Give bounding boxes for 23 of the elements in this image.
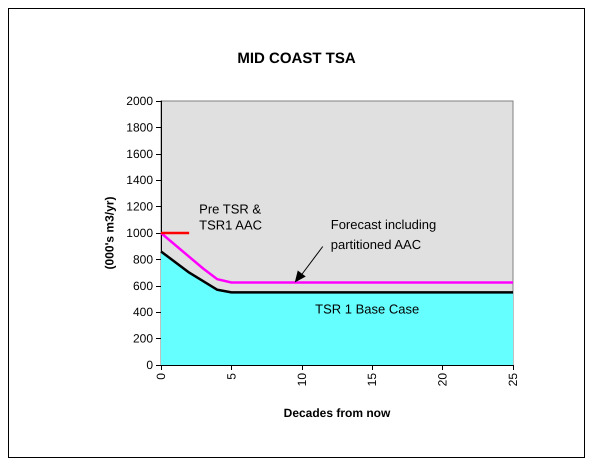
series-label: Pre TSR & TSR1 AAC — [199, 202, 262, 232]
y-tick-label: 1400 — [126, 173, 154, 188]
y-tick-label: 800 — [132, 252, 154, 266]
x-tick-label: 25 — [506, 372, 520, 386]
y-tick-label: 1600 — [126, 146, 154, 161]
y-tick-label: 600 — [132, 278, 154, 293]
series-label: TSR 1 Base Case — [315, 301, 420, 316]
y-tick-label: 1000 — [126, 226, 154, 240]
x-tick-label: 20 — [436, 372, 450, 386]
y-tick-label: 200 — [132, 332, 154, 346]
x-tick-label: 15 — [365, 372, 380, 386]
line-series — [160, 232, 514, 284]
x-tick-label: 0 — [154, 372, 168, 380]
y-tick-label: 400 — [132, 305, 154, 320]
text: Forecast including partitioned AAC — [330, 217, 436, 252]
x-tick-label: 5 — [224, 372, 238, 380]
y-tick-label: 2000 — [126, 94, 154, 108]
x-axis-title: Decades from now — [284, 406, 392, 420]
chart-title: MID COAST TSA — [237, 50, 356, 67]
y-tick-label: 1800 — [126, 120, 154, 134]
y-axis-title: (000's m3/yr) — [102, 196, 116, 270]
x-tick-label: 10 — [294, 372, 309, 386]
y-tick-label: 1200 — [126, 200, 154, 214]
